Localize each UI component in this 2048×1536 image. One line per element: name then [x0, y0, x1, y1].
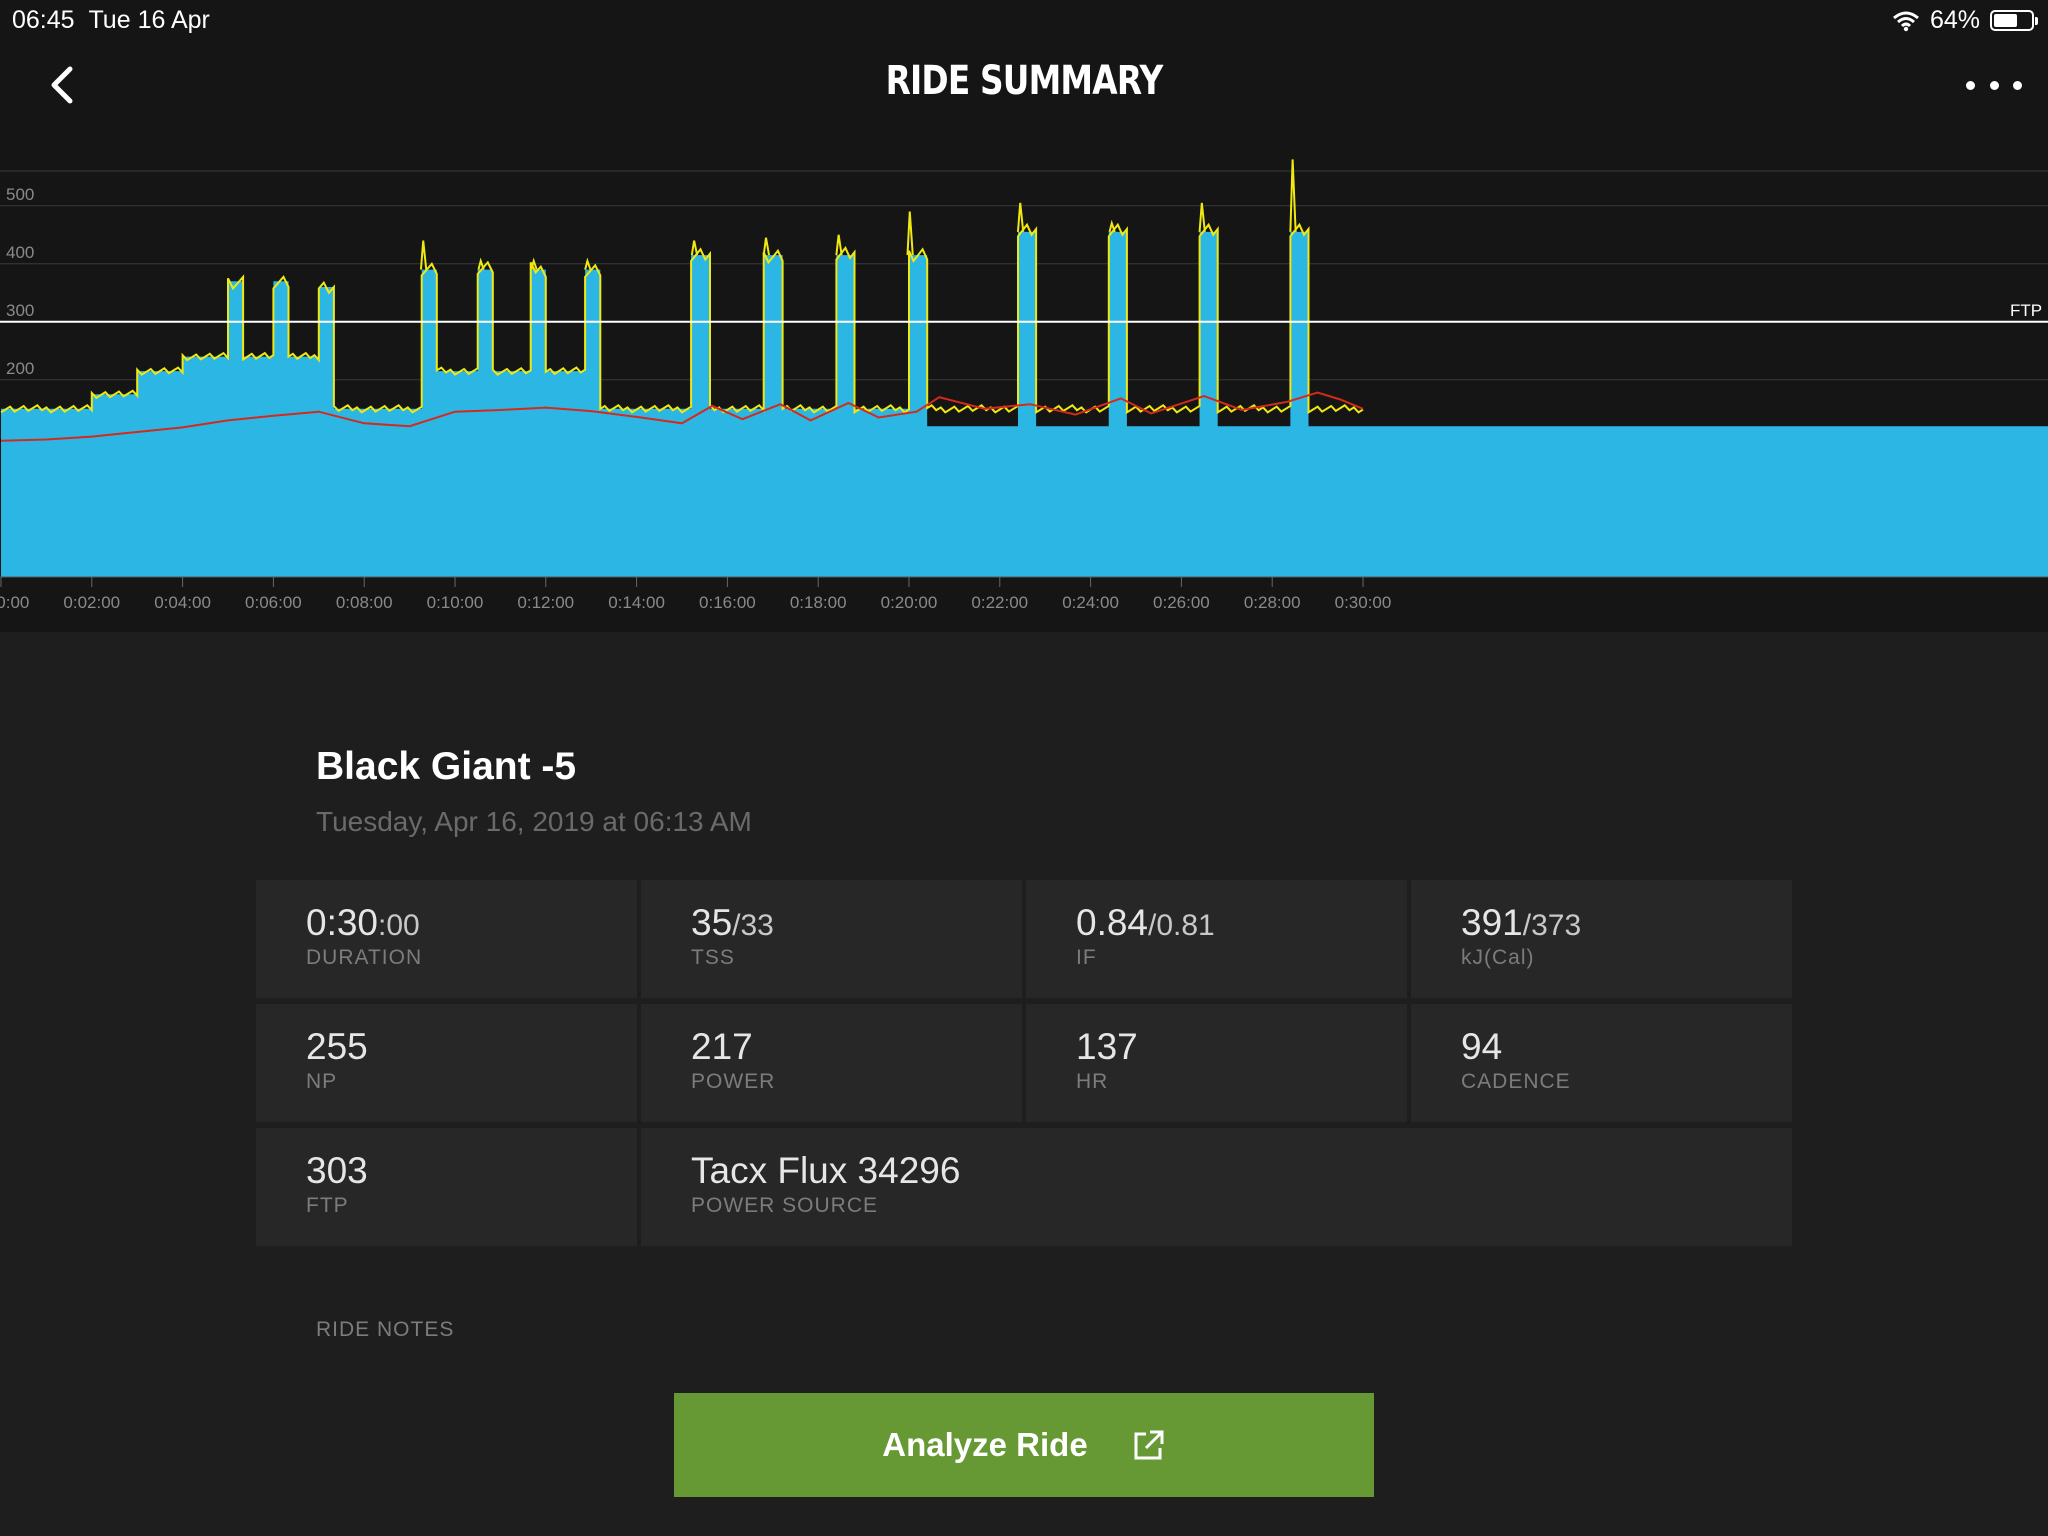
- x-tick-label: 0:30:00: [1335, 593, 1392, 612]
- metric-if: 0.84/0.81 IF: [1026, 880, 1407, 998]
- metric-power: 217 POWER: [641, 1004, 1022, 1122]
- x-tick-label: 0:20:00: [881, 593, 938, 612]
- power-spike: [906, 211, 914, 256]
- metrics-grid: 0:30:00 DURATION 35/33 TSS 0.84/0.81 IF …: [256, 880, 1792, 1248]
- metric-label: TSS: [691, 946, 735, 969]
- status-time: 06:45: [12, 6, 75, 34]
- x-tick-label: 0:22:00: [971, 593, 1028, 612]
- metric-value: 0:30:00: [306, 902, 420, 943]
- more-options-button[interactable]: [1966, 70, 2022, 100]
- power-spike: [419, 240, 428, 270]
- x-tick-label: 0:16:00: [699, 593, 756, 612]
- metric-value: 0.84/0.81: [1076, 902, 1215, 943]
- status-bar: 06:45 Tue 16 Apr 64%: [0, 0, 2048, 40]
- y-tick-label: 400: [6, 243, 34, 262]
- metric-kj: 391/373 kJ(Cal): [1411, 880, 1792, 998]
- metric-cadence: 94 CADENCE: [1411, 1004, 1792, 1122]
- metric-label: NP: [306, 1070, 338, 1093]
- x-tick-label: 0:12:00: [517, 593, 574, 612]
- metric-np: 255 NP: [256, 1004, 637, 1122]
- metric-label: DURATION: [306, 946, 423, 969]
- back-button[interactable]: [36, 60, 86, 110]
- metric-label: HR: [1076, 1070, 1109, 1093]
- more-dot-icon: [2013, 80, 2022, 90]
- metric-value: 137: [1076, 1026, 1138, 1067]
- metric-duration: 0:30:00 DURATION: [256, 880, 637, 998]
- status-time-date: 06:45 Tue 16 Apr: [12, 6, 210, 35]
- ftp-label: FTP: [2010, 301, 2042, 320]
- metric-label: POWER SOURCE: [691, 1194, 879, 1217]
- x-tick-label: 0:00:00: [0, 593, 29, 612]
- analyze-ride-button[interactable]: Analyze Ride: [674, 1393, 1374, 1497]
- power-spike: [584, 257, 592, 270]
- heart-rate-line: [0, 391, 1364, 442]
- power-spike: [1016, 202, 1025, 233]
- power-spike: [477, 257, 485, 270]
- ride-chart[interactable]: 200 300 400 500 FTP 0:00:00 0:02:00 0:04:00 0:06…: [0, 132, 2048, 632]
- metric-value: 35/33: [691, 902, 774, 943]
- workout-date: Tuesday, Apr 16, 2019 at 06:13 AM: [316, 806, 752, 837]
- metric-ftp: 303 FTP: [256, 1128, 637, 1246]
- metric-label: POWER: [691, 1070, 776, 1093]
- more-dot-icon: [1966, 80, 1975, 90]
- x-tick-label: 0:06:00: [245, 593, 302, 612]
- x-tick-label: 0:24:00: [1062, 593, 1119, 612]
- workout-title: Black Giant -5: [316, 745, 577, 788]
- page-title: RIDE SUMMARY: [885, 58, 1164, 104]
- metric-value: 303: [306, 1150, 368, 1191]
- metric-value: 217: [691, 1026, 753, 1067]
- x-tick-label: 0:08:00: [336, 593, 393, 612]
- power-spike: [530, 257, 538, 270]
- metric-label: FTP: [306, 1194, 349, 1217]
- wifi-icon: [1892, 11, 1919, 31]
- external-link-icon: [1134, 1430, 1164, 1460]
- x-tick-label: 0:10:00: [427, 593, 484, 612]
- battery-fill: [1994, 14, 2018, 27]
- power-chart-svg: 200 300 400 500 FTP 0:00:00 0:02:00 0:04:00 0:06…: [0, 159, 2048, 612]
- status-date: Tue 16 Apr: [88, 6, 210, 34]
- metric-power-source: Tacx Flux 34296 POWER SOURCE: [641, 1128, 1792, 1246]
- x-tick-label: 0:04:00: [154, 593, 211, 612]
- power-spike: [1108, 219, 1116, 233]
- status-right: 64%: [1892, 6, 2038, 35]
- power-spike: [1289, 159, 1297, 232]
- metric-value: 391/373: [1461, 902, 1582, 943]
- power-spike: [835, 234, 843, 256]
- metric-tss: 35/33 TSS: [641, 880, 1022, 998]
- actual-power-line: [0, 222, 1364, 415]
- battery-icon: [1990, 10, 2038, 31]
- metric-value: Tacx Flux 34296: [691, 1150, 961, 1191]
- y-tick-label: 300: [6, 301, 34, 320]
- metric-label: kJ(Cal): [1461, 946, 1535, 969]
- x-tick-label: 0:28:00: [1244, 593, 1301, 612]
- metric-label: CADENCE: [1461, 1070, 1571, 1093]
- x-tick-label: 0:14:00: [608, 593, 665, 612]
- metric-hr: 137 HR: [1026, 1004, 1407, 1122]
- x-tick-label: 0:18:00: [790, 593, 847, 612]
- ride-notes-label: RIDE NOTES: [316, 1318, 455, 1341]
- power-spike: [1198, 202, 1206, 233]
- nav-bar: RIDE SUMMARY: [0, 40, 2048, 132]
- power-spike: [690, 240, 699, 256]
- chevron-left-icon: [51, 66, 73, 104]
- y-tick-label: 500: [6, 185, 34, 204]
- metric-value: 94: [1461, 1026, 1503, 1067]
- x-tick-label: 0:26:00: [1153, 593, 1210, 612]
- x-tick-label: 0:02:00: [63, 593, 120, 612]
- power-spike: [762, 237, 771, 256]
- y-tick-label: 200: [6, 359, 34, 378]
- battery-percent: 64%: [1929, 6, 1980, 34]
- more-dot-icon: [1989, 80, 1999, 90]
- metric-value: 255: [306, 1026, 368, 1067]
- metric-label: IF: [1076, 946, 1097, 969]
- analyze-ride-label: Analyze Ride: [882, 1426, 1088, 1463]
